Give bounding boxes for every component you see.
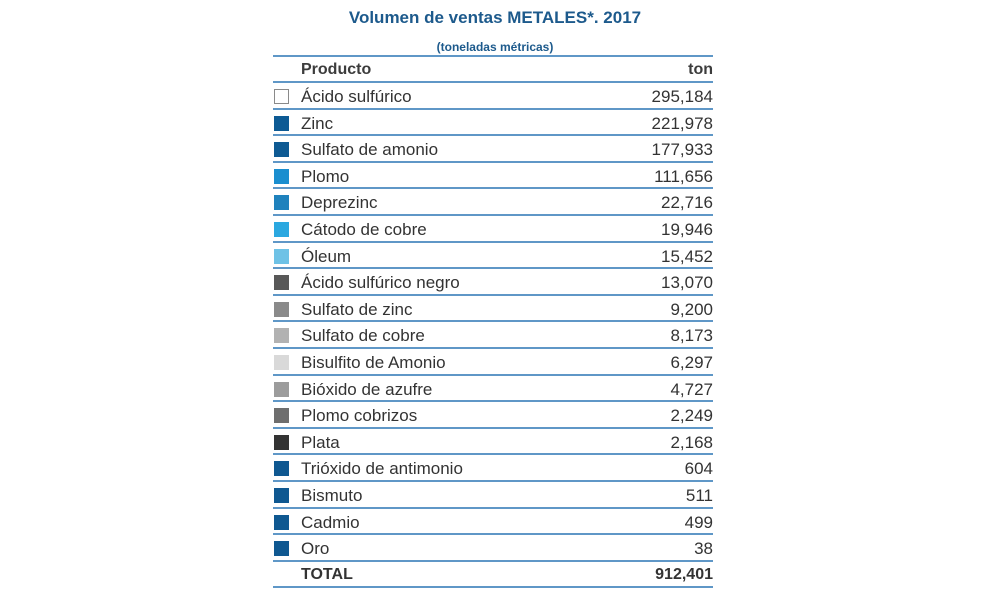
product-value: 8,173 xyxy=(670,326,713,346)
product-name: Zinc xyxy=(301,113,334,133)
product-name: Cátodo de cobre xyxy=(301,219,427,239)
header-row: Producto ton xyxy=(273,57,713,83)
product-value: 6,297 xyxy=(670,352,713,372)
product-value: 177,933 xyxy=(651,140,713,160)
product-name: Bisulfito de Amonio xyxy=(301,352,446,372)
product-name: Ácido sulfúrico xyxy=(301,87,412,106)
sales-table: Producto ton Ácido sulfúrico 295,184 Zinc 2… xyxy=(273,55,713,589)
legend-swatch xyxy=(274,328,289,344)
table-row: Trióxido de antimonio 604 xyxy=(273,455,713,482)
product-name: Trióxido de antimonio xyxy=(301,459,463,479)
table-body: Ácido sulfúrico 295,184 Zinc 221,978 Sulfato… xyxy=(273,83,713,562)
table-row: Cátodo de cobre 19,946 xyxy=(273,216,713,243)
table-row: Cadmio 499 xyxy=(273,509,713,536)
legend-swatch xyxy=(274,275,289,291)
table-row: Sulfato de amonio 177,933 xyxy=(273,136,713,163)
product-name: Bismuto xyxy=(301,485,363,505)
legend-swatch xyxy=(274,487,289,503)
product-value: 2,168 xyxy=(670,432,713,452)
legend-swatch xyxy=(274,89,289,104)
product-name: Cadmio xyxy=(301,512,360,532)
product-value: 38 xyxy=(694,539,713,559)
product-name: Plomo xyxy=(301,166,350,186)
legend-swatch xyxy=(274,142,289,158)
product-value: 4,727 xyxy=(670,379,713,399)
table-row: Ácido sulfúrico negro 13,070 xyxy=(273,269,713,296)
product-name: Bióxido de azufre xyxy=(301,379,433,399)
table-row: Bióxido de azufre 4,727 xyxy=(273,376,713,403)
legend-swatch xyxy=(274,461,289,477)
product-value: 13,070 xyxy=(661,273,713,293)
table-row: Sulfato de zinc 9,200 xyxy=(273,296,713,323)
product-value: 9,200 xyxy=(670,299,713,319)
legend-swatch xyxy=(274,195,289,211)
legend-swatch xyxy=(274,248,289,264)
table-row: Bismuto 511 xyxy=(273,482,713,509)
total-row: TOTAL 912,401 xyxy=(273,562,713,589)
product-name: Plomo cobrizos xyxy=(301,406,418,426)
legend-swatch xyxy=(274,168,289,184)
table-row: Plomo cobrizos 2,249 xyxy=(273,402,713,429)
legend-swatch xyxy=(274,115,289,131)
legend-swatch xyxy=(274,301,289,317)
product-value: 2,249 xyxy=(670,406,713,426)
chart-title: Volumen de ventas METALES*. 2017 xyxy=(348,8,642,27)
total-label: TOTAL xyxy=(301,565,353,583)
product-value: 22,716 xyxy=(661,193,713,213)
legend-swatch xyxy=(274,408,289,424)
product-value: 15,452 xyxy=(661,246,713,266)
table-row: Deprezinc 22,716 xyxy=(273,189,713,216)
product-name: Sulfato de amonio xyxy=(301,140,439,160)
product-value: 19,946 xyxy=(661,219,713,239)
table-row: Bisulfito de Amonio 6,297 xyxy=(273,349,713,376)
table-row: Zinc 221,978 xyxy=(273,110,713,137)
legend-swatch xyxy=(274,221,289,237)
product-name: Oro xyxy=(301,539,330,559)
legend-swatch xyxy=(274,541,289,557)
product-value: 111,656 xyxy=(654,166,713,186)
top-rule xyxy=(273,55,713,57)
product-name: Óleum xyxy=(301,246,352,266)
table-row: Sulfato de cobre 8,173 xyxy=(273,322,713,349)
table-row: Óleum 15,452 xyxy=(273,243,713,270)
product-value: 221,978 xyxy=(651,113,713,133)
table-row: Oro 38 xyxy=(273,535,713,562)
header-product: Producto xyxy=(301,61,372,78)
table-row: Plata 2,168 xyxy=(273,429,713,456)
product-value: 604 xyxy=(684,459,713,479)
product-name: Plata xyxy=(301,432,340,452)
chart-subtitle: (toneladas métricas) xyxy=(436,40,554,54)
table-row: Plomo 111,656 xyxy=(273,163,713,190)
product-name: Ácido sulfúrico negro xyxy=(301,273,460,293)
product-name: Sulfato de zinc xyxy=(301,299,413,319)
legend-swatch xyxy=(274,514,289,530)
product-value: 295,184 xyxy=(651,87,713,106)
legend-swatch xyxy=(274,434,289,450)
legend-swatch xyxy=(274,381,289,397)
product-name: Sulfato de cobre xyxy=(301,326,425,346)
total-value: 912,401 xyxy=(655,565,713,583)
table-row: Ácido sulfúrico 295,184 xyxy=(273,83,713,110)
product-value: 499 xyxy=(684,512,713,532)
header-unit: ton xyxy=(688,61,713,78)
legend-swatch xyxy=(274,354,289,370)
product-name: Deprezinc xyxy=(301,193,378,213)
product-value: 511 xyxy=(685,485,713,505)
